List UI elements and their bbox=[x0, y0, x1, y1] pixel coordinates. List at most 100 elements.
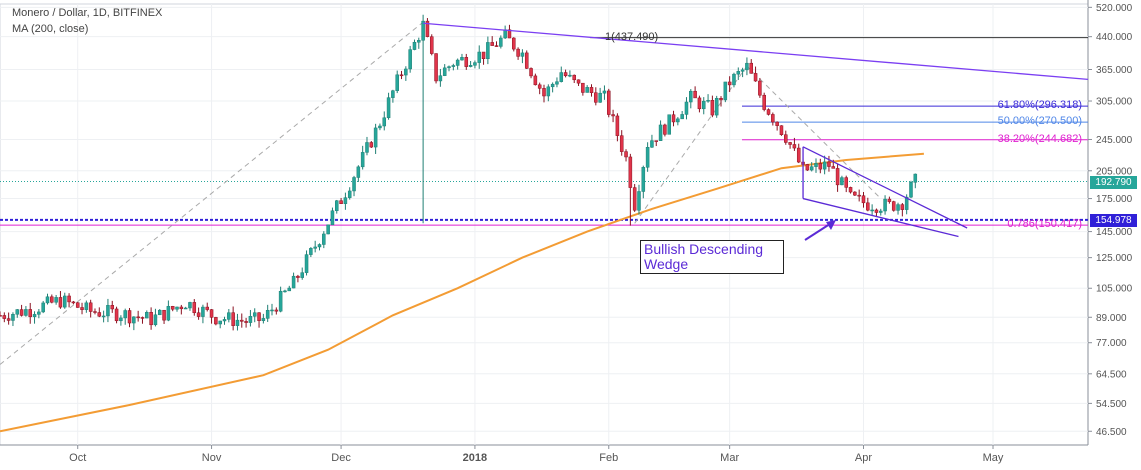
candle-body bbox=[887, 198, 892, 202]
y-tick-label: 365.000 bbox=[1096, 65, 1133, 76]
candle-body bbox=[71, 301, 76, 304]
candle-body bbox=[676, 118, 680, 123]
chart-title: Monero / Dollar, 1D, BITFINEX bbox=[12, 7, 163, 19]
candle-body bbox=[162, 309, 166, 321]
candle-body bbox=[870, 209, 874, 212]
candle-body bbox=[50, 296, 54, 303]
fib-level-label: 0.786(150.417) bbox=[1007, 218, 1082, 231]
candle-body bbox=[248, 316, 253, 323]
x-tick-label: 2018 bbox=[463, 452, 487, 464]
candle-body bbox=[192, 302, 197, 314]
candle-body bbox=[883, 198, 887, 212]
candle-body bbox=[650, 140, 654, 148]
candle-body bbox=[460, 57, 464, 61]
candle-body bbox=[831, 166, 836, 169]
y-tick-label: 46.500 bbox=[1096, 427, 1127, 438]
candle-body bbox=[740, 69, 745, 72]
candle-body bbox=[818, 163, 823, 170]
candle-body bbox=[132, 316, 136, 324]
candle-body bbox=[352, 177, 356, 192]
trendline-wedge-lower bbox=[802, 197, 959, 238]
candle-body bbox=[572, 74, 576, 81]
candle-body bbox=[537, 84, 542, 89]
candle-body bbox=[45, 296, 50, 304]
candle-body bbox=[330, 210, 335, 226]
candle-body bbox=[54, 297, 58, 303]
candle-body bbox=[615, 115, 620, 136]
candle-body bbox=[15, 309, 20, 315]
x-tick-label: Oct bbox=[69, 452, 86, 464]
candle-body bbox=[404, 68, 408, 76]
candle-body bbox=[19, 309, 24, 316]
candle-body bbox=[145, 312, 149, 319]
candle-body bbox=[822, 161, 827, 170]
candle-body bbox=[434, 53, 438, 82]
candle-body bbox=[576, 79, 581, 84]
candle-body bbox=[32, 314, 37, 318]
candle-body bbox=[41, 302, 45, 313]
candle-body bbox=[533, 75, 538, 86]
candle-body bbox=[792, 144, 797, 149]
candle-body bbox=[149, 312, 153, 326]
x-tick-label: Apr bbox=[855, 452, 872, 464]
fib-level-label: 38.20%(244.682) bbox=[997, 132, 1082, 145]
candle-body bbox=[861, 195, 866, 204]
candle-body bbox=[900, 204, 905, 210]
candle-body bbox=[714, 98, 719, 116]
candle-body bbox=[619, 135, 624, 152]
candle-body bbox=[231, 312, 235, 326]
candle-body bbox=[63, 295, 67, 308]
candle-body bbox=[93, 311, 97, 313]
candle-body bbox=[304, 254, 309, 273]
candle-body bbox=[879, 210, 883, 213]
candle-body bbox=[853, 191, 857, 196]
candle-body bbox=[157, 309, 162, 316]
candle-body bbox=[391, 90, 395, 98]
y-tick-label: 440.000 bbox=[1096, 32, 1133, 43]
candle-body bbox=[848, 187, 853, 193]
x-tick-label: Dec bbox=[331, 452, 351, 464]
candle-body bbox=[611, 114, 615, 117]
candle-body bbox=[701, 100, 706, 110]
candle-body bbox=[429, 36, 434, 54]
candle-body bbox=[775, 121, 779, 126]
candle-body bbox=[175, 306, 179, 310]
y-tick-label: 205.000 bbox=[1096, 166, 1133, 177]
candle-body bbox=[805, 164, 810, 171]
candle-body bbox=[542, 88, 546, 97]
candle-body bbox=[278, 290, 283, 312]
candle-body bbox=[101, 315, 106, 318]
candle-body bbox=[170, 306, 175, 310]
candle-body bbox=[360, 152, 365, 168]
candle-body bbox=[408, 49, 412, 70]
candle-body bbox=[37, 311, 41, 315]
candle-body bbox=[628, 156, 633, 188]
candle-body bbox=[196, 312, 201, 317]
candle-body bbox=[486, 42, 490, 60]
candle-body bbox=[209, 309, 214, 318]
candle-body bbox=[166, 306, 171, 321]
candle-body bbox=[335, 200, 339, 212]
candle-body bbox=[589, 87, 594, 93]
candle-body bbox=[0, 315, 2, 317]
candle-body bbox=[732, 73, 736, 86]
candle-body bbox=[326, 224, 330, 235]
candle-body bbox=[494, 45, 499, 47]
candle-body bbox=[624, 151, 628, 158]
y-tick-label: 305.000 bbox=[1096, 97, 1133, 108]
candle-body bbox=[343, 197, 348, 204]
candle-body bbox=[291, 275, 296, 289]
candle-body bbox=[218, 320, 222, 325]
price-tag: 154.978 bbox=[1090, 213, 1137, 227]
candle-body bbox=[602, 90, 607, 94]
indicator-label: MA (200, close) bbox=[12, 23, 89, 35]
candle-body bbox=[784, 134, 788, 143]
candle-body bbox=[762, 94, 766, 110]
candle-body bbox=[520, 52, 525, 57]
candle-body bbox=[114, 308, 119, 322]
candle-body bbox=[904, 196, 909, 210]
candle-body bbox=[317, 244, 322, 248]
candle-body bbox=[300, 272, 304, 278]
candle-body bbox=[663, 124, 667, 135]
